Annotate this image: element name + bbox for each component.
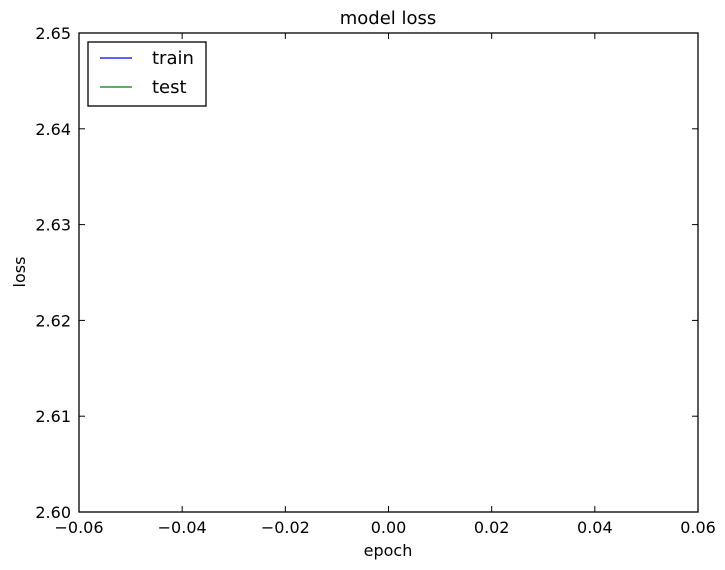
y-tick-label: 2.60 xyxy=(35,503,71,522)
y-axis-label: loss xyxy=(10,257,29,288)
y-tick-label: 2.65 xyxy=(35,24,71,43)
x-tick-label: 0.00 xyxy=(371,518,407,537)
x-tick-label: −0.02 xyxy=(261,518,310,537)
y-tick-label: 2.62 xyxy=(35,311,71,330)
legend-box xyxy=(87,41,207,107)
y-tick-label: 2.63 xyxy=(35,216,71,235)
x-axis: −0.06 −0.04 −0.02 0.00 0.02 0.04 0.06 xyxy=(54,33,716,537)
y-tick-label: 2.64 xyxy=(35,120,71,139)
legend-label-train: train xyxy=(152,48,194,69)
x-axis-label: epoch xyxy=(364,541,413,560)
x-tick-label: 0.06 xyxy=(680,518,716,537)
x-tick-label: 0.02 xyxy=(474,518,510,537)
plot-area xyxy=(78,32,699,513)
chart-title: model loss xyxy=(340,8,437,29)
x-tick-label: 0.04 xyxy=(577,518,613,537)
y-tick-label: 2.61 xyxy=(35,407,71,426)
y-axis: 2.60 2.61 2.62 2.63 2.64 2.65 xyxy=(35,24,698,522)
legend-label-test: test xyxy=(152,77,187,98)
legend: train test xyxy=(87,41,207,107)
x-tick-label: −0.04 xyxy=(158,518,207,537)
x-tick-label: −0.06 xyxy=(54,518,103,537)
